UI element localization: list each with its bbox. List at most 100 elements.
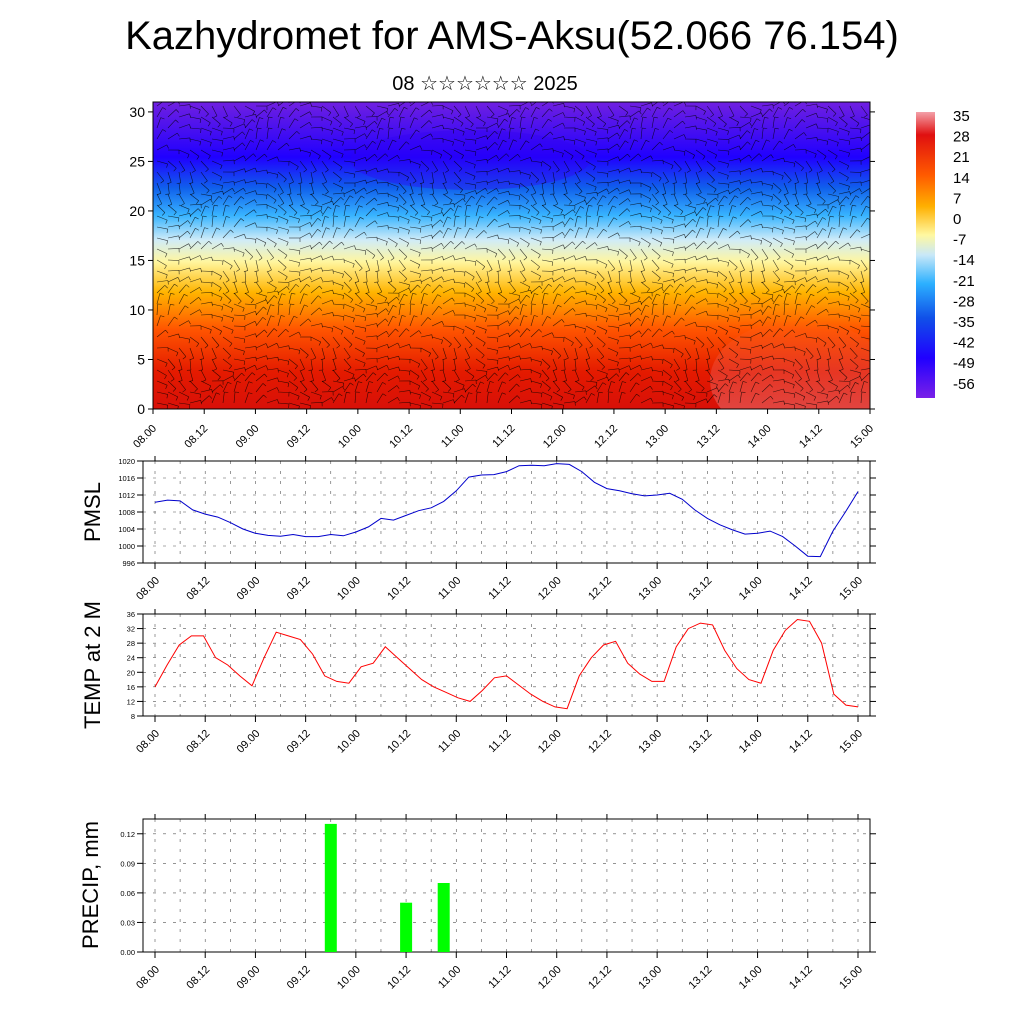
wind-barb (310, 336, 321, 343)
wind-barb (453, 127, 465, 133)
wind-barb-flag (611, 381, 616, 383)
wind-barb (464, 216, 467, 228)
wind-barb (574, 270, 587, 272)
wind-barb-flag (666, 315, 671, 318)
wind-barb-flag (667, 117, 672, 121)
wind-barb-flag (672, 273, 675, 278)
wind-barb (222, 247, 234, 250)
wind-barb (365, 105, 375, 114)
wind-barb-flag (825, 296, 829, 300)
wind-barb-flag (764, 117, 769, 119)
wind-barb (420, 204, 430, 213)
wind-barb (365, 281, 370, 293)
wind-barb (585, 127, 597, 133)
x-tick-label: 10.12 (385, 575, 413, 603)
heatmap-x-tick-label: 13.00 (643, 423, 671, 451)
wind-barb-flag (527, 209, 531, 214)
wind-barb-flag (492, 206, 497, 210)
wind-barb-flag (718, 115, 723, 118)
wind-barb-flag (650, 217, 653, 222)
wind-barb (640, 215, 652, 219)
wind-barb-flag (284, 276, 288, 281)
wind-barb-flag (618, 169, 620, 174)
wind-barb (376, 355, 388, 360)
wind-barb-flag (843, 227, 848, 230)
wind-barb (640, 304, 646, 316)
wind-barb-flag (785, 203, 790, 206)
wind-barb (167, 391, 178, 398)
wind-barb (640, 342, 651, 349)
wind-barb (365, 189, 377, 195)
wind-barb-flag (547, 387, 551, 392)
wind-barb (464, 127, 476, 132)
wind-barb-flag (742, 381, 747, 383)
wind-barb-flag (529, 102, 532, 105)
wind-barb (266, 259, 272, 271)
wind-barb-flag (702, 207, 707, 211)
wind-barb (277, 215, 289, 221)
wind-barb (662, 117, 669, 129)
wind-barb-flag (325, 169, 329, 173)
x-tick-label: 09.00 (235, 728, 263, 756)
wind-barb (849, 136, 861, 140)
wind-barb-flag (792, 384, 795, 389)
wind-barb-flag (263, 394, 267, 398)
wind-barb-flag (761, 168, 763, 173)
wind-barb-flag (496, 270, 501, 272)
wind-barb (684, 391, 696, 397)
wind-barb (684, 347, 692, 358)
wind-barb-flag (414, 117, 419, 120)
wind-barb (827, 227, 832, 239)
wind-barb (255, 109, 265, 118)
wind-barb (343, 292, 354, 300)
wind-barb-flag (502, 381, 507, 384)
wind-barb-flag (335, 115, 340, 118)
wind-barb (343, 116, 353, 125)
wind-barb (332, 347, 337, 359)
wind-barb-flag (431, 334, 433, 339)
wind-barb-flag (254, 167, 257, 172)
wind-barb (827, 160, 836, 170)
wind-barb-flag (451, 110, 454, 115)
wind-barb (244, 381, 250, 393)
wind-barb (365, 365, 377, 371)
wind-barb (805, 305, 812, 316)
wind-barb-flag (823, 156, 827, 160)
wind-barb (607, 187, 618, 195)
wind-barb (167, 277, 179, 283)
wind-barb-flag (372, 372, 377, 376)
wind-barb-flag (738, 329, 740, 334)
wind-barb (310, 358, 313, 370)
wind-barb (343, 358, 352, 368)
wind-barb (178, 380, 186, 390)
wind-barb (376, 128, 380, 140)
wind-barb (508, 306, 517, 316)
wind-barb (827, 313, 839, 316)
wind-barb-flag (572, 241, 576, 245)
wind-barb (354, 217, 361, 228)
wind-barb-flag (847, 275, 850, 280)
y-tick-label: 1020 (118, 457, 135, 466)
wind-barb (178, 284, 187, 294)
wind-barb (618, 381, 623, 393)
x-tick-label: 08.12 (184, 964, 212, 992)
wind-barb-flag (651, 356, 653, 361)
wind-barb (464, 190, 476, 195)
wind-barb-flag (219, 384, 224, 388)
wind-barb-flag (525, 200, 529, 205)
wind-barb-flag (508, 167, 510, 173)
wind-barb (607, 381, 612, 393)
wind-barb-flag (417, 385, 421, 390)
wind-barb (321, 358, 324, 371)
wind-barb (497, 153, 507, 162)
wind-barb-flag (766, 290, 770, 294)
wind-barb (409, 315, 415, 327)
wind-barb-flag (336, 345, 340, 349)
wind-barb-flag (646, 288, 650, 293)
wind-barb (398, 215, 410, 221)
wind-barb (519, 304, 524, 316)
wind-barb (442, 347, 447, 359)
wind-barb (354, 259, 363, 269)
wind-barb (178, 104, 190, 107)
wind-barb-flag (496, 188, 499, 192)
